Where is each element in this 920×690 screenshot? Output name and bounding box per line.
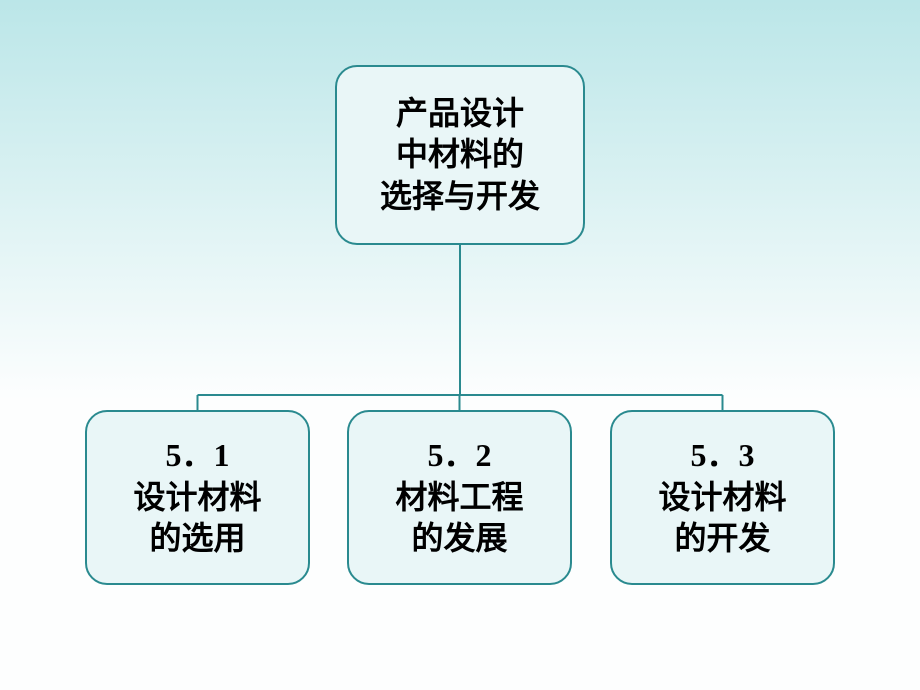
node-text-line: 5．2 — [427, 435, 491, 477]
root-node: 产品设计中材料的选择与开发 — [335, 65, 585, 245]
node-text-line: 选择与开发 — [380, 176, 540, 218]
node-text-line: 5．1 — [165, 435, 229, 477]
node-text-line: 的发展 — [411, 518, 507, 560]
node-text-line: 的开发 — [674, 518, 770, 560]
node-text-line: 5．3 — [690, 435, 754, 477]
child-node-1: 5．1设计材料的选用 — [85, 410, 310, 585]
node-text-line: 产品设计 — [396, 93, 524, 135]
child-node-3: 5．3设计材料的开发 — [610, 410, 835, 585]
node-text-line: 设计材料 — [658, 477, 786, 519]
slide-canvas: 产品设计中材料的选择与开发 5．1设计材料的选用 5．2材料工程的发展 5．3设… — [0, 0, 920, 690]
node-text-line: 的选用 — [149, 518, 245, 560]
child-node-2: 5．2材料工程的发展 — [347, 410, 572, 585]
node-text-line: 材料工程 — [395, 477, 523, 519]
node-text-line: 设计材料 — [133, 477, 261, 519]
node-text-line: 中材料的 — [396, 134, 524, 176]
